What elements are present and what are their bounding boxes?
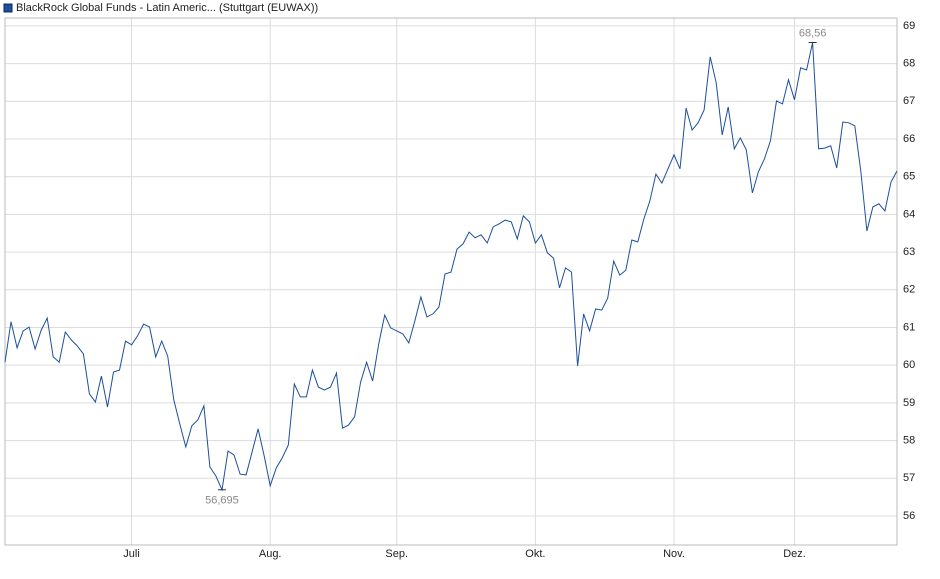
y-tick-label: 58 [903, 434, 915, 446]
extreme-label: 68,56 [799, 27, 827, 39]
extreme-label: 56,695 [205, 495, 239, 507]
y-tick-label: 57 [903, 472, 915, 484]
y-tick-label: 60 [903, 359, 915, 371]
legend-swatch [3, 3, 13, 13]
y-tick-label: 67 [903, 95, 915, 107]
y-tick-label: 59 [903, 397, 915, 409]
x-tick-label: Dez. [783, 548, 806, 560]
y-tick-label: 68 [903, 58, 915, 70]
y-tick-label: 56 [903, 510, 915, 522]
x-tick-label: Nov. [663, 548, 685, 560]
price-line [4, 42, 898, 492]
x-tick-label: Aug. [259, 548, 282, 560]
y-tick-label: 64 [903, 208, 915, 220]
y-tick-label: 69 [903, 20, 915, 32]
y-tick-label: 65 [903, 171, 915, 183]
legend-label: BlackRock Global Funds - Latin Americ...… [16, 2, 318, 14]
x-tick-label: Okt. [525, 548, 545, 560]
x-tick-label: Juli [123, 548, 140, 560]
plot-border [4, 17, 898, 546]
y-tick-label: 63 [903, 246, 915, 258]
y-tick-label: 66 [903, 133, 915, 145]
y-tick-label: 61 [903, 321, 915, 333]
x-tick-label: Sep. [385, 548, 408, 560]
y-tick-label: 62 [903, 284, 915, 296]
